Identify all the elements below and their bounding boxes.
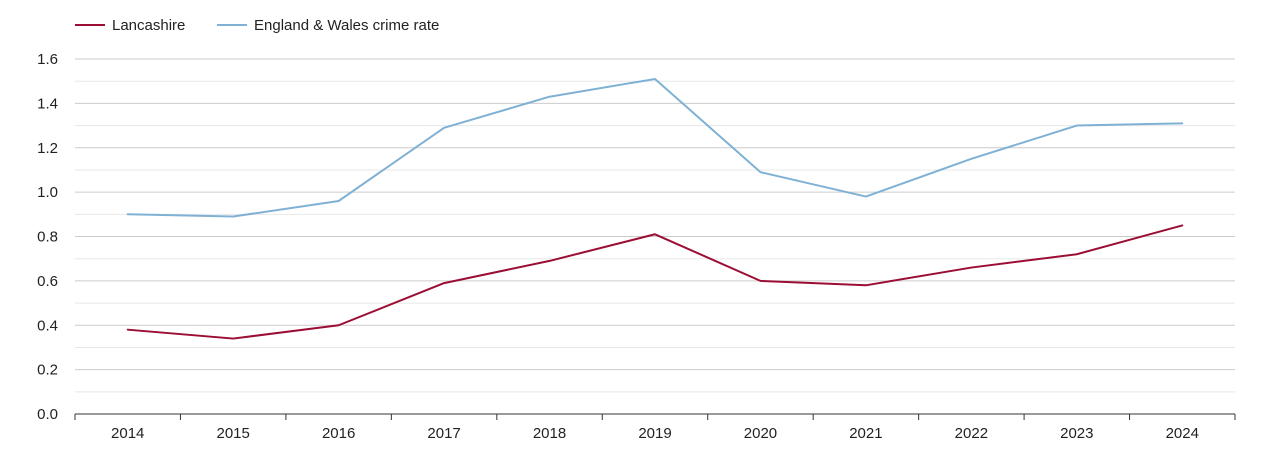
series-line-lancashire — [126, 224, 1184, 340]
x-tick-label: 2023 — [1060, 425, 1093, 442]
x-tick-label: 2022 — [955, 425, 988, 442]
x-tick-label: 2020 — [744, 425, 777, 442]
legend-label-england-wales: England & Wales crime rate — [254, 17, 439, 34]
x-tick-label: 2015 — [216, 425, 249, 442]
x-tick-label: 2014 — [111, 425, 144, 442]
x-tick-label: 2016 — [322, 425, 355, 442]
x-tick-label: 2024 — [1166, 425, 1199, 442]
y-tick-label: 1.6 — [37, 51, 58, 68]
gridlines — [75, 58, 1235, 393]
y-tick-label: 0.0 — [37, 406, 58, 423]
y-tick-label: 0.6 — [37, 273, 58, 290]
series-lines — [126, 77, 1184, 340]
y-tick-label: 0.4 — [37, 317, 58, 334]
x-tick-label: 2018 — [533, 425, 566, 442]
series-line-england-wales — [126, 77, 1184, 218]
x-tick-label: 2021 — [849, 425, 882, 442]
y-tick-label: 0.8 — [37, 229, 58, 246]
x-tick-label: 2017 — [427, 425, 460, 442]
x-axis: 2014 2015 2016 2017 2018 2019 2020 2021 2022 2023… — [74, 413, 1236, 442]
legend-label-lancashire: Lancashire — [112, 17, 185, 34]
y-tick-label: 1.4 — [37, 95, 58, 112]
y-tick-label: 1.0 — [37, 184, 58, 201]
y-axis-tick-labels: 0.0 0.2 0.4 0.6 0.8 1.0 1.2 1.4 1.6 — [37, 51, 58, 423]
x-tick-label: 2019 — [638, 425, 671, 442]
legend: Lancashire England & Wales crime rate — [75, 17, 439, 34]
y-tick-label: 1.2 — [37, 140, 58, 157]
y-tick-label: 0.2 — [37, 362, 58, 379]
